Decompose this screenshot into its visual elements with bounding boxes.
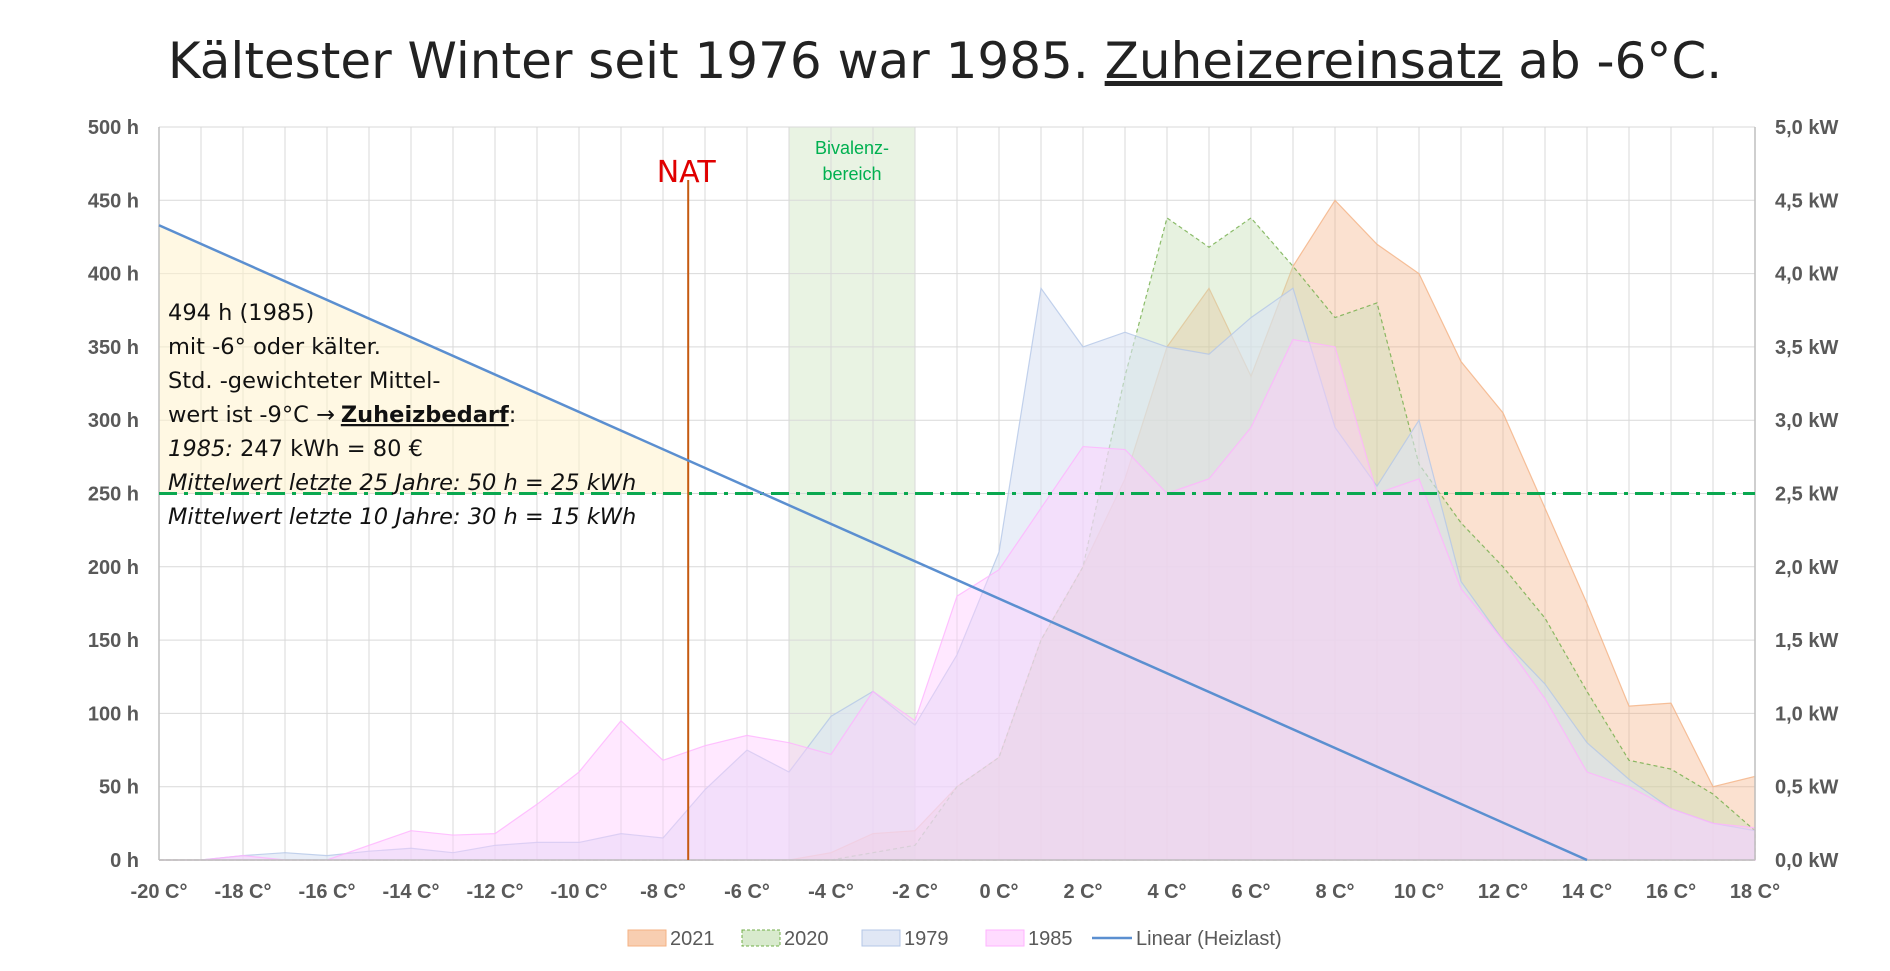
legend-label: Linear (Heizlast): [1136, 928, 1282, 950]
legend: 2021 2020 1979 1985 Linear (Heizlast): [627, 928, 1282, 950]
x-tick-label: 12 C°: [1478, 881, 1528, 903]
y2-tick-label: 3,5 kW: [1775, 337, 1838, 359]
area-series-1979: [159, 286, 1756, 861]
annotation-line-6: Mittelwert letzte 25 Jahre: 50 h = 25 kW…: [168, 470, 636, 496]
legend-swatch-2021: [627, 929, 667, 947]
y2-tick-label: 2,0 kW: [1775, 557, 1838, 579]
y2-tick-label: 4,5 kW: [1775, 190, 1838, 212]
x-tick-label: -2 C°: [892, 881, 938, 903]
annotation-line-5: 1985: 247 kWh = 80 €: [168, 436, 423, 462]
annotation-box: 494 h (1985) mit -6° oder kälter. Std. -…: [168, 300, 636, 530]
y-tick-label: 150 h: [88, 630, 139, 652]
x-tick-label: -10 C°: [551, 881, 608, 903]
y-tick-label: 500 h: [88, 117, 139, 139]
nat-label: NAT: [657, 155, 717, 190]
y-tick-label: 0 h: [110, 850, 139, 872]
x-tick-label: 4 C°: [1147, 881, 1186, 903]
x-tick-label: 16 C°: [1646, 881, 1696, 903]
bivalence-label-line: Bivalenz-: [815, 138, 889, 158]
x-tick-label: 2 C°: [1063, 881, 1102, 903]
y2-tick-label: 0,0 kW: [1775, 850, 1838, 872]
annotation-line-4: wert ist -9°C → Zuheizbedarf:: [168, 402, 516, 428]
y2-tick-label: 0,5 kW: [1775, 777, 1838, 799]
annotation-line-7: Mittelwert letzte 10 Jahre: 30 h = 15 kW…: [168, 504, 636, 530]
legend-swatch-2020: [741, 929, 781, 947]
linear-heating-load-line: [158, 224, 1588, 862]
y2-tick-label: 1,5 kW: [1775, 630, 1838, 652]
y2-tick-label: 1,0 kW: [1775, 703, 1838, 725]
x-tick-label: -4 C°: [808, 881, 854, 903]
annotation-line-1: 494 h (1985): [168, 300, 314, 326]
legend-swatch-1985: [985, 929, 1025, 947]
y2-tick-label: 4,0 kW: [1775, 264, 1838, 286]
x-tick-label: -8 C°: [640, 881, 686, 903]
x-tick-label: -12 C°: [467, 881, 524, 903]
y-tick-label: 200 h: [88, 557, 139, 579]
x-tick-label: 14 C°: [1562, 881, 1612, 903]
y-tick-label: 400 h: [88, 264, 139, 286]
chart-title: Kältester Winter seit 1976 war 1985. Zuh…: [168, 32, 1722, 90]
x-tick-label: 0 C°: [979, 881, 1018, 903]
y-tick-label: 250 h: [88, 484, 139, 506]
x-tick-label: -16 C°: [299, 881, 356, 903]
area-series-1985: [159, 338, 1756, 861]
legend-label: 1979: [904, 928, 949, 950]
plot-area: NAT Bivalenz-bereich 0 h 50 h 100 h 150 h 200 …: [88, 117, 1839, 903]
heating-demand-area: [159, 225, 689, 494]
annotation-line-3: Std. -gewichteter Mittel-: [168, 368, 440, 394]
y2-tick-label: 2,5 kW: [1775, 484, 1838, 506]
bivalence-label-line: bereich: [822, 164, 881, 184]
x-tick-label: -6 C°: [724, 881, 770, 903]
x-tick-label: 8 C°: [1315, 881, 1354, 903]
annotation-line-2: mit -6° oder kälter.: [168, 334, 381, 360]
x-tick-label: 10 C°: [1394, 881, 1444, 903]
arrow-icon: →: [316, 402, 335, 428]
x-tick-label: 18 C°: [1730, 881, 1780, 903]
y-tick-label: 450 h: [88, 190, 139, 212]
y-tick-label: 350 h: [88, 337, 139, 359]
x-tick-label: -20 C°: [131, 881, 188, 903]
x-tick-label: 6 C°: [1231, 881, 1270, 903]
legend-label: 1985: [1028, 928, 1073, 950]
legend-label: 2020: [784, 928, 829, 950]
y-tick-label: 300 h: [88, 410, 139, 432]
y2-tick-label: 3,0 kW: [1775, 410, 1838, 432]
x-tick-label: -14 C°: [383, 881, 440, 903]
y-tick-label: 100 h: [88, 703, 139, 725]
y-tick-label: 50 h: [99, 777, 139, 799]
y2-tick-label: 5,0 kW: [1775, 117, 1838, 139]
legend-swatch-1979: [861, 929, 901, 947]
x-tick-label: -18 C°: [215, 881, 272, 903]
legend-label: 2021: [670, 928, 715, 950]
